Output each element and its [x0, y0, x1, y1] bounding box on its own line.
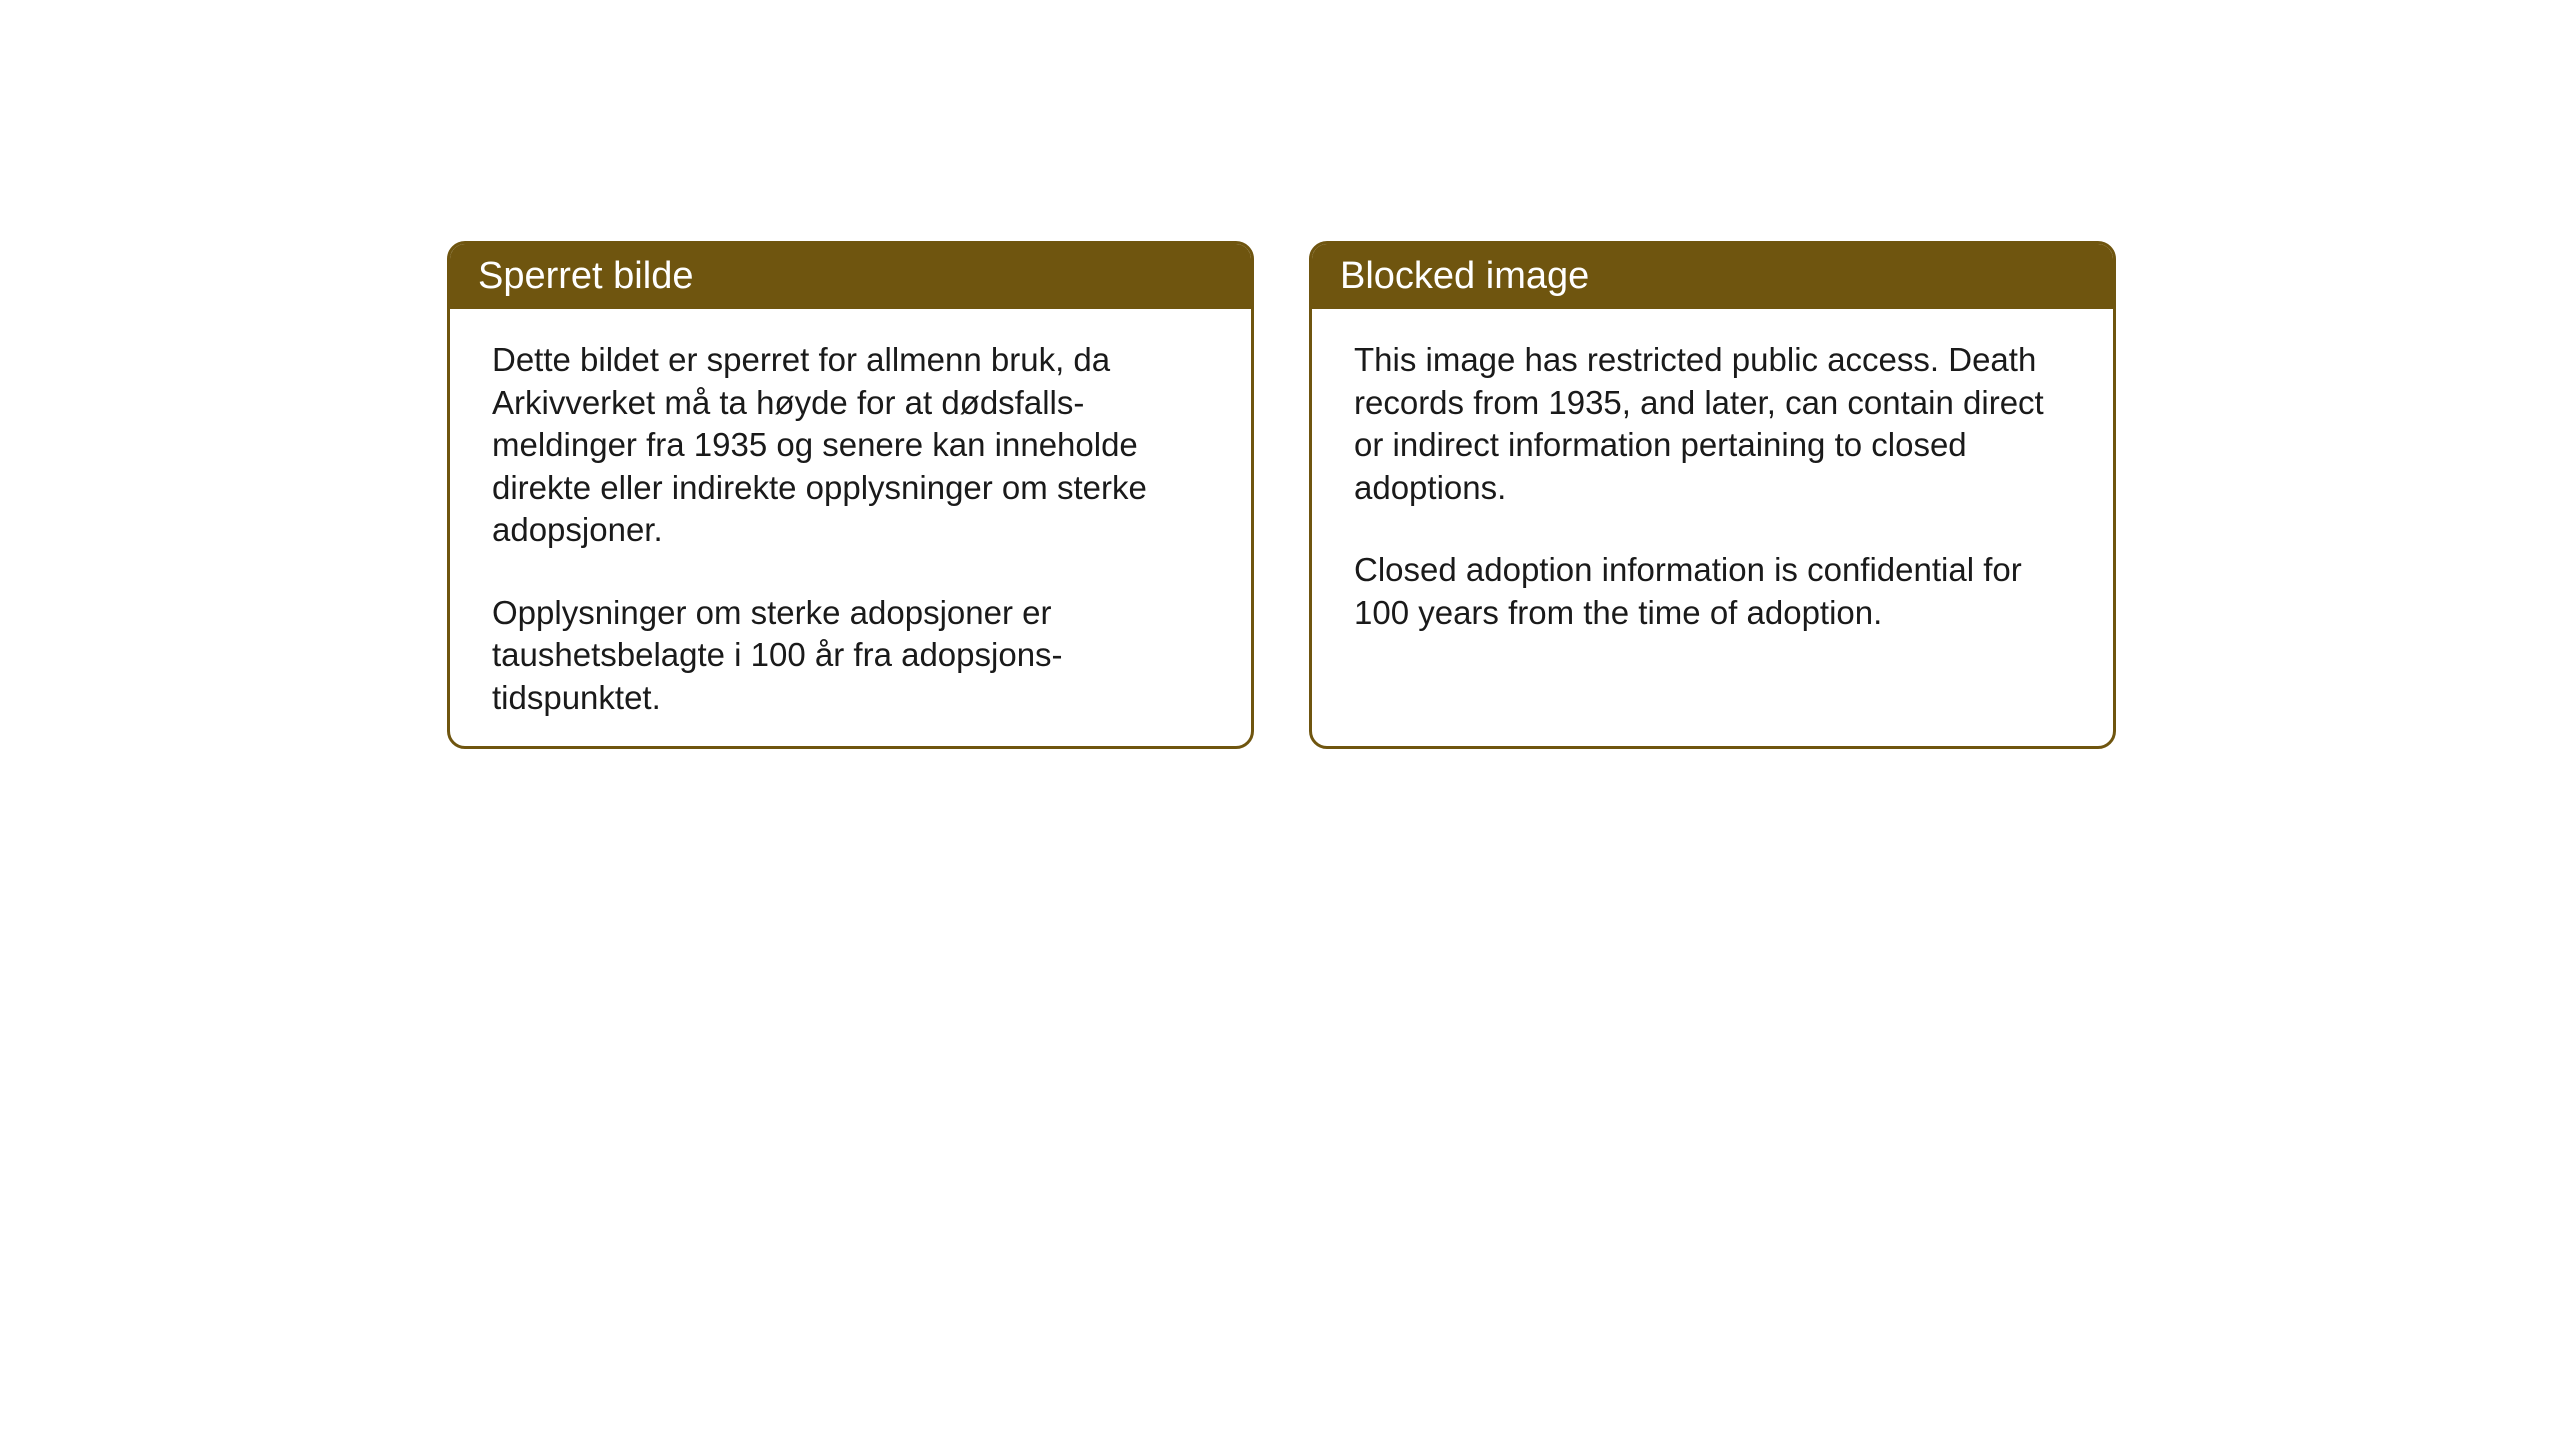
norwegian-card-body: Dette bildet er sperret for allmenn bruk… — [450, 309, 1251, 749]
norwegian-card: Sperret bilde Dette bildet er sperret fo… — [447, 241, 1254, 749]
norwegian-card-title: Sperret bilde — [478, 255, 693, 297]
cards-container: Sperret bilde Dette bildet er sperret fo… — [447, 241, 2116, 749]
english-card: Blocked image This image has restricted … — [1309, 241, 2116, 749]
english-card-body: This image has restricted public access.… — [1312, 309, 2113, 664]
norwegian-card-header: Sperret bilde — [450, 244, 1251, 309]
english-card-title: Blocked image — [1340, 255, 1589, 297]
english-paragraph-1: This image has restricted public access.… — [1354, 339, 2071, 509]
english-paragraph-2: Closed adoption information is confident… — [1354, 549, 2071, 634]
norwegian-paragraph-1: Dette bildet er sperret for allmenn bruk… — [492, 339, 1209, 552]
english-card-header: Blocked image — [1312, 244, 2113, 309]
norwegian-paragraph-2: Opplysninger om sterke adopsjoner er tau… — [492, 592, 1209, 720]
